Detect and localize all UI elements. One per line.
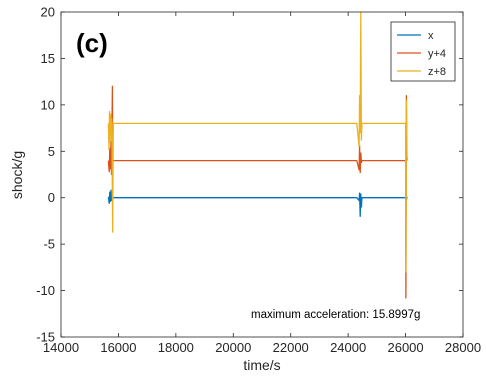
legend-label-z: z+8: [428, 66, 446, 78]
axes-box: [60, 11, 464, 338]
x-tick-label: 20000: [215, 340, 251, 355]
ticks-layer: 14000 16000 18000 20000 22000 24000 26000 28000…: [36, 5, 481, 356]
max-acceleration-annotation: maximum acceleration: 15.8997g: [251, 309, 420, 321]
y-axis-label: shock/g: [9, 151, 25, 199]
x-axis-label: time/s: [243, 357, 280, 373]
x-tick-label: 18000: [158, 340, 194, 355]
legend: x y+4 z+8: [390, 21, 456, 82]
series-layer: [107, 12, 408, 299]
series-line-3: [107, 12, 408, 273]
x-tick-label: 28000: [445, 340, 481, 355]
x-tick-label: 14000: [43, 340, 79, 355]
y-tick-label: 5: [48, 144, 55, 159]
y-tick-label: 15: [41, 51, 55, 66]
y-tick-label: 20: [41, 5, 55, 20]
x-tick-label: 24000: [330, 340, 366, 355]
y-tick-label: 0: [48, 190, 55, 205]
x-tick-label: 16000: [100, 340, 136, 355]
y-tick-label: -15: [36, 330, 55, 345]
legend-label-x: x: [428, 30, 434, 42]
panel-label: (c): [76, 28, 108, 58]
y-tick-label: -10: [36, 283, 55, 298]
legend-label-y: y+4: [428, 48, 446, 60]
y-tick-label: -5: [43, 237, 55, 252]
x-tick-label: 26000: [387, 340, 423, 355]
x-tick-label: 22000: [273, 340, 309, 355]
y-tick-label: 10: [41, 97, 55, 112]
